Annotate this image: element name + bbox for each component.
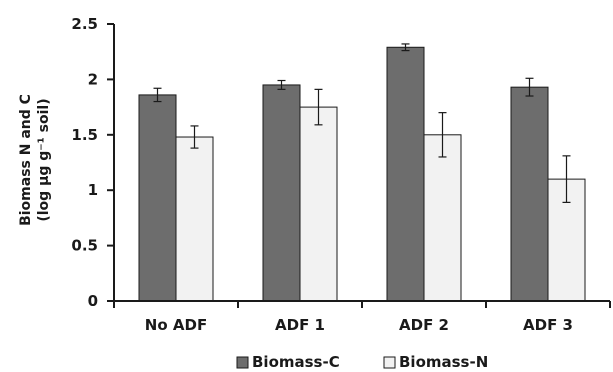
x-tick-label: ADF 3 bbox=[523, 316, 573, 334]
y-tick-label: 0 bbox=[88, 292, 98, 310]
bar-biomass-c-2 bbox=[386, 46, 425, 302]
bar-biomass-c-3 bbox=[510, 86, 549, 302]
y-tick-label: 1.5 bbox=[71, 126, 98, 144]
y-tick-label: 2 bbox=[88, 70, 98, 88]
y-axis-title-line-2: (log μg g⁻¹ soil) bbox=[36, 98, 52, 221]
legend-label-biomass-c: Biomass-C bbox=[252, 353, 340, 371]
y-axis-ticks: 0 0.5 1 1.5 2 2.5 bbox=[71, 15, 114, 310]
y-tick-label: 2.5 bbox=[71, 15, 98, 33]
y-axis-title-line-1: Biomass N and C bbox=[18, 94, 34, 226]
bar-biomass-c-0 bbox=[138, 94, 177, 302]
bar-biomass-n-1 bbox=[299, 106, 338, 302]
legend-swatch-biomass-c bbox=[236, 356, 249, 369]
x-tick-label: No ADF bbox=[145, 316, 207, 334]
x-axis-tick-labels: No ADF ADF 1 ADF 2 ADF 3 bbox=[145, 316, 573, 334]
bar-series bbox=[138, 46, 586, 302]
x-tick-label: ADF 2 bbox=[399, 316, 449, 334]
y-tick-label: 1 bbox=[88, 181, 98, 199]
axes bbox=[113, 24, 611, 308]
bar-biomass-n-2 bbox=[423, 134, 462, 302]
error-bars bbox=[153, 43, 571, 203]
legend: Biomass-C Biomass-N bbox=[236, 353, 488, 371]
y-tick-label: 0.5 bbox=[71, 237, 98, 255]
bar-biomass-n-0 bbox=[175, 136, 214, 302]
y-axis-title: Biomass N and C (log μg g⁻¹ soil) bbox=[18, 94, 52, 226]
legend-swatch-biomass-n bbox=[383, 356, 396, 369]
bar-biomass-c-1 bbox=[262, 84, 301, 302]
legend-label-biomass-n: Biomass-N bbox=[399, 353, 488, 371]
x-tick-label: ADF 1 bbox=[275, 316, 325, 334]
